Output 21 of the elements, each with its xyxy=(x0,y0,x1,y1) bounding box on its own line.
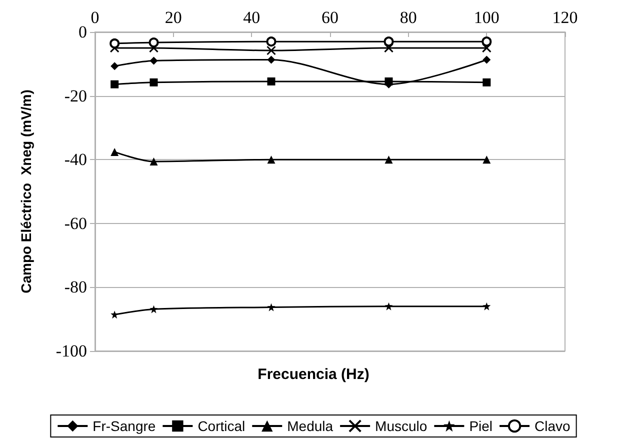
legend-label: Clavo xyxy=(534,418,571,434)
y-tick-label: -20 xyxy=(64,86,87,106)
legend-label: Medula xyxy=(287,418,334,434)
y-tick-label: -80 xyxy=(64,278,87,297)
legend-label: Piel xyxy=(469,418,493,434)
y-tick-label: 0 xyxy=(78,22,87,42)
x-tick-label: 40 xyxy=(243,8,260,27)
x-tick-label: 20 xyxy=(164,8,182,27)
legend-label: Musculo xyxy=(375,418,428,434)
y-tick-label: -60 xyxy=(64,214,87,233)
legend-label: Fr-Sangre xyxy=(92,418,156,434)
legend-label: Cortical xyxy=(198,418,246,434)
x-tick-label: 100 xyxy=(474,8,500,27)
x-tick-label: 60 xyxy=(322,8,338,27)
x-tick-label: 0 xyxy=(90,8,100,27)
y-tick-label: -100 xyxy=(56,342,87,360)
y-axis-title: Campo Eléctrico Xneg (mV/m) xyxy=(18,90,34,294)
y-tick-label: -40 xyxy=(64,150,87,170)
x-tick-label: 80 xyxy=(400,8,417,27)
x-axis-title: Frecuencia (Hz) xyxy=(258,366,370,383)
x-tick-label: 120 xyxy=(552,8,578,27)
